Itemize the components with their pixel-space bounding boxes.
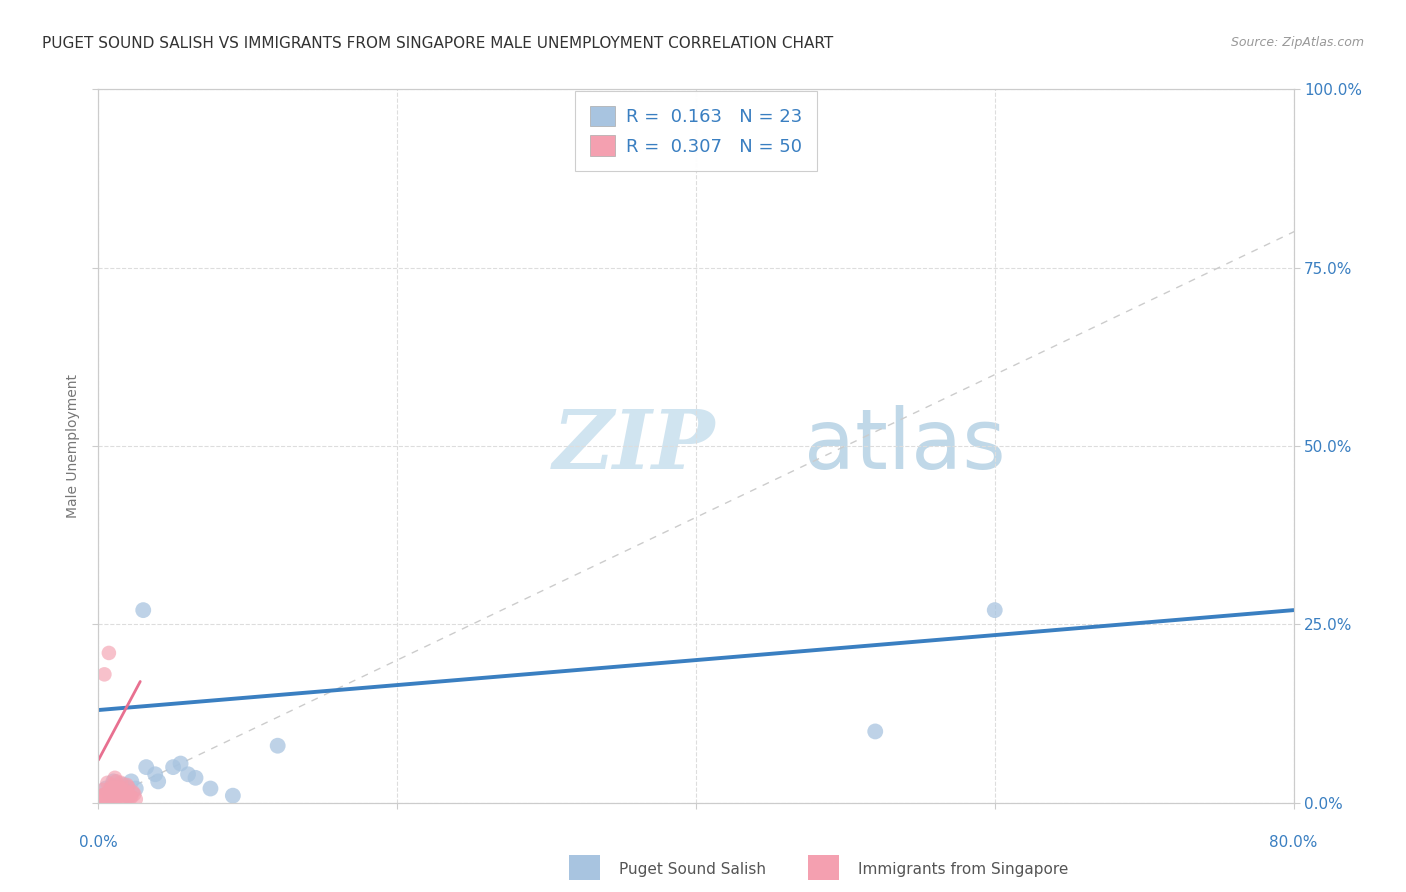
Point — [105, 790, 128, 805]
Point — [108, 780, 131, 794]
Legend: R =  0.163   N = 23, R =  0.307   N = 50: R = 0.163 N = 23, R = 0.307 N = 50 — [575, 91, 817, 170]
Point — [104, 790, 127, 805]
Point — [169, 756, 191, 771]
Point — [125, 781, 148, 796]
Point — [110, 776, 132, 790]
Point — [105, 785, 128, 799]
Point — [98, 789, 122, 803]
Point — [117, 780, 139, 794]
Point — [117, 789, 139, 803]
Point — [125, 792, 148, 806]
Point — [97, 790, 120, 805]
Point — [89, 792, 111, 806]
Point — [94, 790, 117, 805]
Point — [112, 787, 135, 801]
Point — [120, 790, 142, 805]
Point — [107, 787, 129, 801]
Point — [93, 667, 115, 681]
Point — [115, 778, 138, 792]
Point — [114, 787, 136, 801]
Point — [114, 785, 136, 799]
Point — [91, 789, 114, 803]
Point — [110, 783, 132, 797]
Point — [111, 785, 134, 799]
Point — [132, 603, 155, 617]
Point — [200, 781, 222, 796]
Point — [148, 774, 170, 789]
Point — [103, 792, 125, 806]
Point — [94, 781, 117, 796]
Point — [984, 603, 1007, 617]
Point — [865, 724, 887, 739]
Point — [101, 781, 124, 796]
Point — [112, 783, 135, 797]
Point — [143, 767, 166, 781]
Point — [101, 785, 124, 799]
Point — [162, 760, 184, 774]
Point — [98, 781, 122, 796]
Point — [103, 781, 125, 796]
Point — [120, 774, 142, 789]
Point — [222, 789, 245, 803]
Point — [94, 792, 117, 806]
Text: PUGET SOUND SALISH VS IMMIGRANTS FROM SINGAPORE MALE UNEMPLOYMENT CORRELATION CH: PUGET SOUND SALISH VS IMMIGRANTS FROM SI… — [42, 36, 834, 51]
Point — [107, 781, 129, 796]
Point — [184, 771, 207, 785]
Point — [101, 778, 124, 792]
Point — [104, 771, 127, 785]
Text: Puget Sound Salish: Puget Sound Salish — [619, 863, 766, 877]
Point — [103, 774, 125, 789]
Point — [98, 789, 122, 803]
Text: Source: ZipAtlas.com: Source: ZipAtlas.com — [1230, 36, 1364, 49]
Point — [105, 781, 128, 796]
Point — [96, 790, 118, 805]
Y-axis label: Male Unemployment: Male Unemployment — [66, 374, 80, 518]
Point — [118, 789, 141, 803]
Point — [91, 789, 114, 803]
Point — [118, 790, 141, 805]
Point — [96, 776, 118, 790]
Point — [115, 785, 138, 799]
Point — [110, 785, 132, 799]
Text: ZIP: ZIP — [553, 406, 716, 486]
Point — [111, 790, 134, 805]
Point — [93, 787, 115, 801]
Text: 0.0%: 0.0% — [79, 835, 118, 850]
Point — [104, 789, 127, 803]
Point — [110, 792, 132, 806]
Point — [267, 739, 290, 753]
Point — [114, 792, 136, 806]
Point — [108, 789, 131, 803]
Point — [97, 646, 120, 660]
Text: 80.0%: 80.0% — [1270, 835, 1317, 850]
Point — [91, 783, 114, 797]
Point — [121, 785, 143, 799]
Point — [105, 774, 128, 789]
Point — [97, 785, 120, 799]
Text: atlas: atlas — [804, 406, 1005, 486]
Point — [90, 790, 112, 805]
Point — [98, 789, 122, 803]
Point — [112, 778, 135, 792]
Text: Immigrants from Singapore: Immigrants from Singapore — [858, 863, 1069, 877]
Point — [135, 760, 157, 774]
Point — [177, 767, 200, 781]
Point — [124, 787, 146, 801]
